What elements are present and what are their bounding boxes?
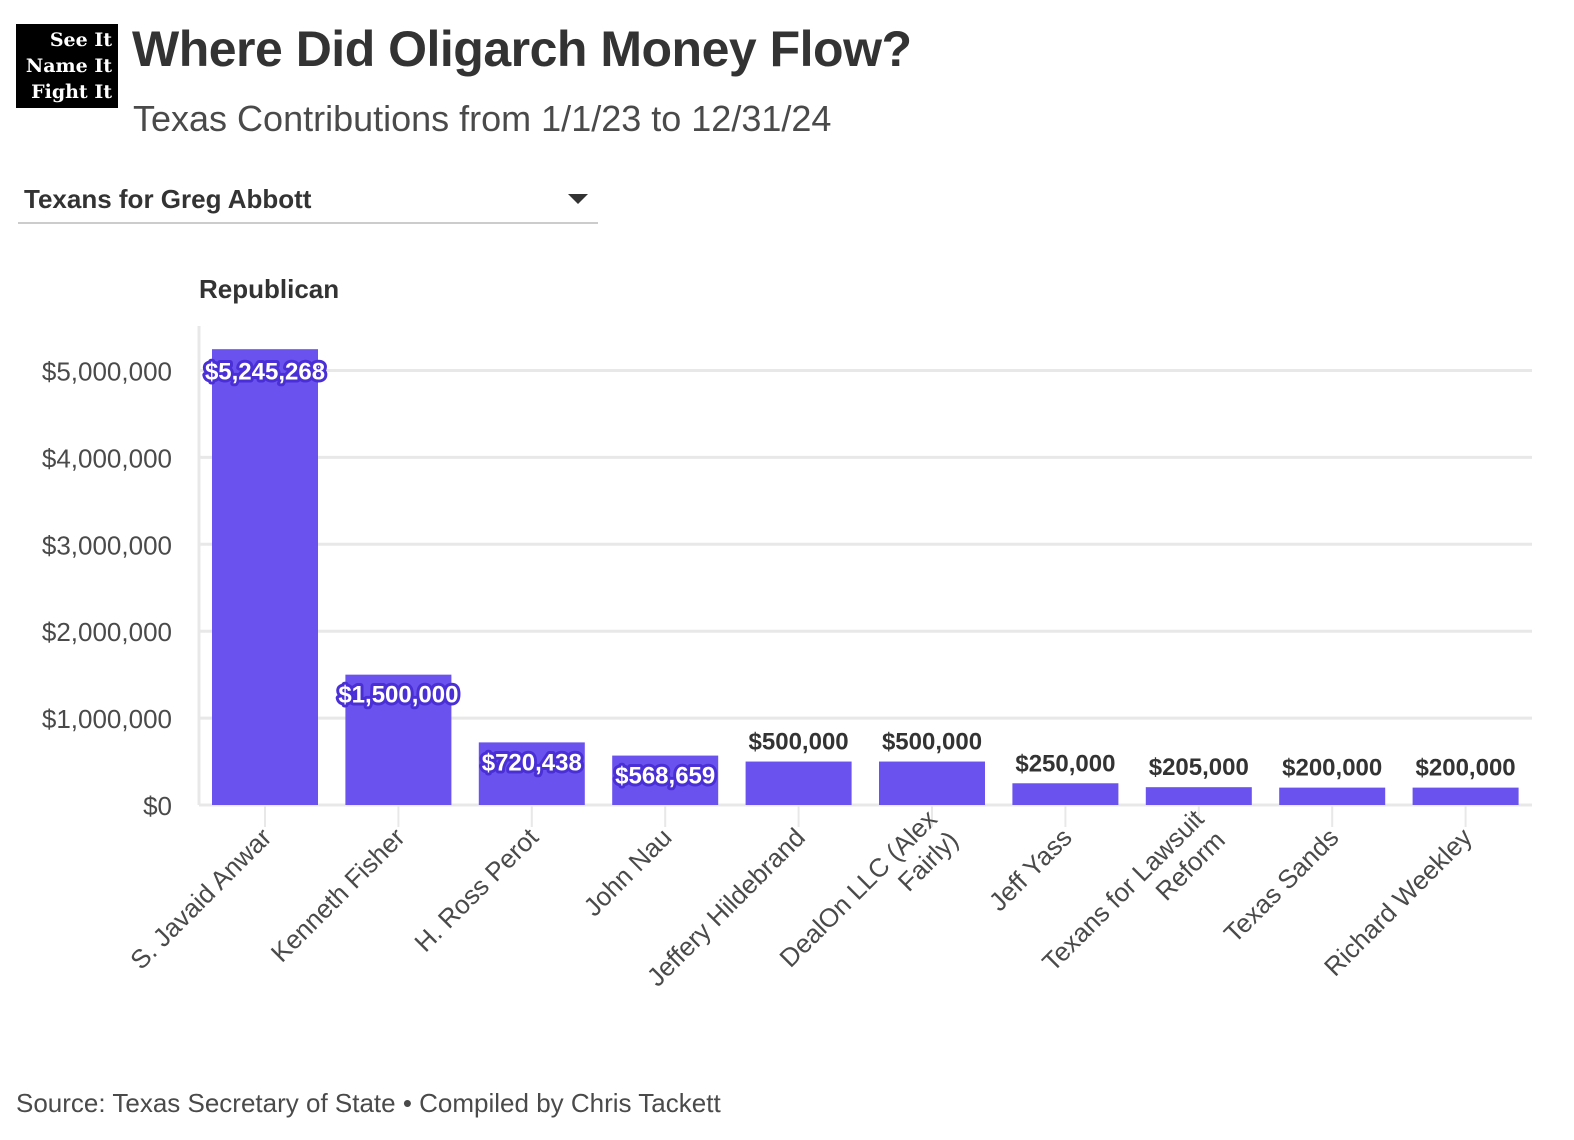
value-label: $568,659 — [615, 763, 715, 790]
bar — [478, 742, 585, 805]
bar — [1145, 787, 1252, 805]
bar — [612, 755, 719, 805]
x-tick-label-line: Jeff Yass — [983, 822, 1078, 917]
value-label: $200,000 — [1282, 755, 1382, 782]
x-tick-label-line: Richard Weekley — [1318, 822, 1478, 982]
x-tick-label: John Nau — [578, 822, 678, 922]
y-tick-label: $2,000,000 — [42, 617, 172, 647]
y-tick-label: $5,000,000 — [42, 357, 172, 387]
x-tick-label: Kenneth Fisher — [265, 822, 411, 968]
x-tick-label-text: John Nau — [578, 822, 678, 922]
panel-label: Republican — [199, 274, 339, 304]
x-tick-label-line: H. Ross Perot — [408, 821, 544, 957]
y-tick-label: $4,000,000 — [42, 443, 172, 473]
bar — [1012, 783, 1119, 805]
x-tick-label-line: S. Javaid Anwar — [124, 822, 277, 975]
x-tick-label-line: Texas Sands — [1218, 822, 1344, 948]
x-tick-label: Richard Weekley — [1318, 822, 1478, 982]
value-label: $1,500,000 — [338, 682, 458, 709]
x-tick-label: H. Ross Perot — [408, 821, 544, 957]
gridlines — [197, 326, 1532, 807]
y-tick-label: $3,000,000 — [42, 530, 172, 560]
bar — [879, 761, 985, 805]
logo-line-2: Name It — [25, 55, 112, 77]
bar — [745, 761, 852, 805]
value-label: $250,000 — [1015, 750, 1115, 777]
value-label: $205,000 — [1149, 754, 1249, 781]
value-label: $500,000 — [882, 729, 982, 756]
logo-line-1: See It — [49, 29, 112, 51]
x-tick-label-line: Kenneth Fisher — [265, 822, 411, 968]
y-axis: $0 $1,000,000 $2,000,000 $3,000,000 $4,000,0… — [42, 357, 172, 822]
value-label: $720,438 — [482, 749, 582, 776]
x-tick-label-text: Kenneth Fisher — [265, 822, 411, 968]
page-subtitle: Texas Contributions from 1/1/23 to 12/31… — [133, 98, 832, 139]
x-tick-label-text: H. Ross Perot — [408, 821, 544, 957]
caret-down-icon[interactable] — [568, 194, 588, 204]
value-label: $500,000 — [749, 729, 849, 756]
value-labels: $5,245,268 $1,500,000 $720,438 $568,659 $500… — [202, 356, 1516, 793]
y-tick-label: $1,000,000 — [42, 704, 172, 734]
bar — [1279, 787, 1386, 805]
value-label: $200,000 — [1416, 755, 1516, 782]
x-tick-label-text: Richard Weekley — [1318, 822, 1478, 982]
x-tick-label: Jeff Yass — [983, 822, 1078, 917]
x-tick-label-text: Texas Sands — [1218, 822, 1344, 948]
x-tick-label-text: DealOn LLC (AlexFairly) — [773, 804, 964, 995]
y-tick-label: $0 — [143, 791, 172, 821]
x-tick-label-line: John Nau — [578, 822, 678, 922]
x-tick-label: S. Javaid Anwar — [124, 822, 277, 975]
source-note: Source: Texas Secretary of State • Compi… — [16, 1088, 721, 1118]
bar — [345, 674, 452, 805]
bar — [1412, 787, 1519, 805]
logo-line-3: Fight It — [31, 81, 112, 103]
value-label: $5,245,268 — [205, 359, 325, 386]
brand-logo: See It Name It Fight It — [16, 24, 118, 108]
x-tick-label: DealOn LLC (AlexFairly) — [773, 804, 964, 995]
bar-chart: Republican $0 $1,000,000 $2,000,000 $3,000,… — [42, 274, 1532, 995]
bar — [212, 349, 318, 805]
committee-select[interactable]: Texans for Greg Abbott — [18, 178, 598, 224]
page-title: Where Did Oligarch Money Flow? — [132, 21, 912, 77]
bars — [212, 349, 1519, 805]
x-tick-label-text: Jeff Yass — [983, 822, 1078, 917]
committee-select-value: Texans for Greg Abbott — [24, 184, 312, 214]
x-tick-label-text: S. Javaid Anwar — [124, 822, 277, 975]
x-tick-label: Texas Sands — [1218, 822, 1344, 948]
